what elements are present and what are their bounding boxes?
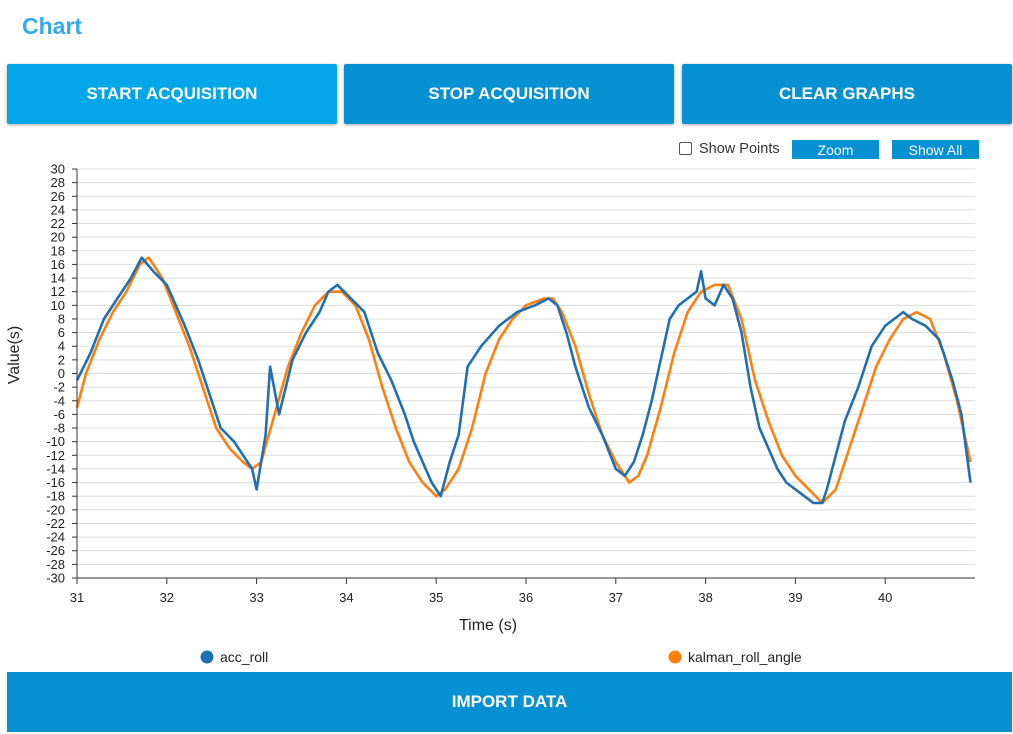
y-tick-label: -16 [46,475,65,490]
legend-marker-kalman-roll-angle [668,650,682,664]
y-tick-label: -2 [53,380,65,395]
x-tick-label: 37 [609,590,623,605]
legend: acc_roll kalman_roll_angle [200,649,802,665]
x-tick-label: 39 [788,590,802,605]
y-tick-label: -18 [46,489,65,504]
y-tick-label: -22 [46,516,65,531]
x-tick-label: 32 [160,590,174,605]
y-tick-label: -14 [46,461,65,476]
series-line-acc-roll [75,256,972,505]
legend-marker-acc-roll [200,650,214,664]
y-tick-label: 10 [51,298,65,313]
y-tick-label: -30 [46,571,65,586]
y-tick-label: -4 [53,393,65,408]
show-points-label: Show Points [699,141,780,157]
x-tick-label: 38 [698,590,712,605]
clear-graphs-button[interactable]: CLEAR GRAPHS [682,64,1012,124]
import-data-button[interactable]: IMPORT DATA [7,672,1012,732]
y-tick-label: -10 [46,434,65,449]
y-tick-label: 14 [51,271,65,286]
y-tick-label: -28 [46,557,65,572]
series-layer [75,256,972,505]
y-tick-label: -24 [46,530,65,545]
x-tick-label: 36 [519,590,533,605]
x-tick-label: 35 [429,590,443,605]
y-tick-label: 30 [51,162,65,177]
y-tick-label: 24 [51,202,65,217]
x-tick-label: 34 [339,590,353,605]
show-all-button[interactable]: Show All [892,140,979,159]
y-tick-label: 28 [51,175,65,190]
y-tick-label: 18 [51,243,65,258]
series-line-kalman-roll-angle [75,256,972,505]
y-tick-label: -26 [46,543,65,558]
zoom-button[interactable]: Zoom [792,140,879,159]
y-tick-label: 12 [51,284,65,299]
y-tick-label: -6 [53,407,65,422]
start-acquisition-button[interactable]: START ACQUISITION [7,64,337,124]
page-title: Chart [22,13,83,39]
show-points-checkbox[interactable] [679,142,692,155]
y-tick-label: 4 [58,339,65,354]
y-tick-label: 6 [58,325,65,340]
x-tick-label: 40 [878,590,892,605]
stop-acquisition-button[interactable]: STOP ACQUISITION [344,64,674,124]
x-axis-label: Time (s) [459,617,517,634]
y-tick-label: -12 [46,448,65,463]
x-tick-label: 33 [249,590,263,605]
axes: -30-28-26-24-22-20-18-16-14-12-10-8-6-4-… [46,162,975,605]
legend-label-acc-roll: acc_roll [220,649,268,665]
x-tick-label: 31 [70,590,84,605]
grid-lines [77,168,975,579]
y-tick-label: 16 [51,257,65,272]
y-tick-label: 26 [51,189,65,204]
y-axis-label: Value(s) [6,326,23,384]
y-tick-label: 20 [51,230,65,245]
y-tick-label: -8 [53,421,65,436]
y-tick-label: 2 [58,352,65,367]
y-tick-label: 8 [58,311,65,326]
legend-label-kalman-roll-angle: kalman_roll_angle [688,649,802,665]
y-tick-label: 22 [51,216,65,231]
y-tick-label: 0 [58,366,65,381]
y-tick-label: -20 [46,502,65,517]
